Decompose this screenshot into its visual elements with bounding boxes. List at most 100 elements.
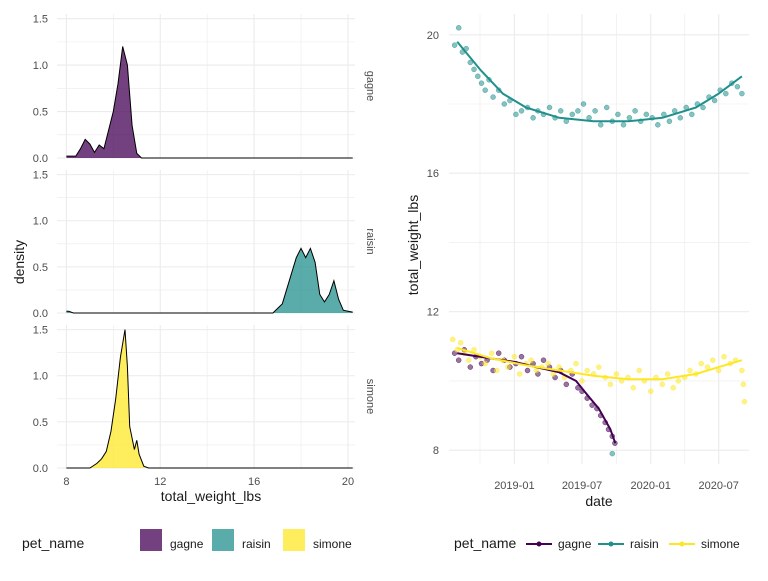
scatter-point-raisin [455, 25, 462, 31]
density-y-tick-label: 0.5 [33, 262, 48, 274]
scatter-point-simone [675, 378, 682, 384]
scatter-point-simone [670, 385, 676, 391]
scatter-point-gagne [495, 350, 502, 356]
scatter-point-raisin [700, 104, 706, 111]
density-outline-simone [66, 329, 353, 469]
legend-dot-raisin [608, 541, 614, 547]
scatter-y-tick-label: 16 [427, 168, 439, 180]
scatter-point-raisin [580, 101, 587, 107]
facet-strip-gagne: gagne [364, 71, 376, 102]
scatter-series-raisin [451, 25, 745, 457]
scatter-point-simone [494, 367, 500, 374]
scatter-point-gagne [589, 402, 595, 408]
scatter-point-simone [516, 371, 523, 377]
scatter-series-gagne [451, 347, 618, 446]
scatter-point-raisin [518, 108, 525, 114]
scatter-x-tick-label: 2020-01 [631, 480, 671, 492]
legend-dot-simone [679, 541, 685, 547]
scatter-point-raisin [490, 94, 496, 100]
density-area-gagne [66, 46, 353, 158]
density-area-simone [66, 329, 353, 468]
scatter-point-simone [533, 367, 540, 374]
scatter-point-simone [613, 371, 620, 377]
legend-text-raisin: raisin [630, 537, 659, 551]
scatter-point-simone [740, 381, 747, 388]
scatter-point-simone [596, 364, 602, 370]
scatter-point-raisin [557, 108, 564, 114]
scatter-point-simone [511, 353, 518, 360]
legend-text-simone: simone [701, 537, 740, 551]
density-x-tick-label: 16 [248, 476, 260, 488]
scatter-point-simone [664, 371, 671, 377]
scatter-point-simone [715, 367, 722, 374]
density-panels: 0.00.51.01.5gagne0.00.51.01.5raisin0.00.… [33, 14, 376, 488]
scatter-point-raisin [615, 111, 621, 118]
scatter-point-simone [488, 350, 495, 356]
scatter-point-raisin [603, 104, 610, 111]
scatter-point-simone [647, 388, 654, 395]
density-outline-raisin [66, 247, 353, 314]
density-y-tick-label: 0.0 [33, 153, 48, 165]
scatter-y-tick-label: 12 [427, 307, 439, 319]
density-legend-title: pet_name [22, 535, 84, 551]
scatter-point-simone [739, 367, 745, 374]
scatter-point-simone [528, 357, 534, 363]
density-area-raisin [66, 248, 353, 313]
scatter-point-simone [449, 336, 456, 343]
density-y-tick-label: 1.0 [33, 216, 48, 228]
scatter-point-simone [636, 367, 642, 374]
scatter-point-raisin [530, 115, 536, 121]
legend-key-simone [283, 529, 305, 551]
scatter-point-simone [698, 360, 704, 367]
density-facet-simone: 0.0 0.5 1.0 1.5 simone [33, 325, 376, 475]
density-x-tick-label: 20 [342, 476, 354, 488]
scatter-point-raisin [592, 108, 598, 114]
scatter-y-tick-label: 8 [433, 445, 439, 457]
density-y-tick-label: 0.0 [33, 463, 48, 475]
density-y-tick-label: 0.5 [33, 107, 48, 119]
scatter-point-simone [505, 364, 511, 370]
scatter-legend: pet_name gagne raisin simone [454, 535, 740, 551]
scatter-point-simone [466, 357, 472, 363]
scatter-point-raisin [620, 122, 627, 128]
scatter-point-gagne [455, 357, 462, 363]
scatter-series-simone [449, 336, 748, 405]
scatter-point-simone [704, 364, 711, 370]
density-x-tick-label: 8 [63, 476, 69, 488]
density-outline-gagne [66, 46, 353, 159]
legend-key-gagne [140, 529, 162, 551]
scatter-point-raisin [689, 111, 695, 118]
scatter-point-simone [607, 381, 614, 388]
scatter-point-simone [545, 360, 551, 367]
legend-label-raisin: raisin [242, 537, 271, 551]
scatter-point-raisin [734, 83, 741, 90]
smooth-line-raisin [456, 41, 743, 123]
scatter-point-raisin [666, 118, 673, 125]
legend-label-gagne: gagne [170, 537, 204, 551]
scatter-y-tick-label: 20 [427, 30, 439, 42]
scatter-point-raisin [569, 111, 576, 118]
scatter-point-raisin [451, 42, 458, 48]
scatter-xlabel: date [585, 493, 612, 509]
scatter-point-simone [710, 357, 716, 363]
scatter-point-raisin [677, 115, 684, 121]
density-y-tick-label: 1.0 [33, 60, 48, 72]
density-xlabel: total_weight_lbs [161, 488, 261, 504]
scatter-point-raisin [711, 97, 718, 104]
density-facet-raisin: 0.0 0.5 1.0 1.5 raisin [33, 170, 376, 320]
scatter-point-raisin [478, 80, 485, 86]
density-x-tick-label: 12 [154, 476, 166, 488]
scatter-x-tick-label: 2019-01 [494, 480, 534, 492]
legend-label-simone: simone [313, 537, 352, 551]
scatter-legend-title: pet_name [454, 535, 516, 551]
density-y-tick-label: 1.0 [33, 371, 48, 383]
density-y-tick-label: 0.0 [33, 308, 48, 320]
scatter-point-simone [556, 364, 562, 370]
scatter-point-raisin [586, 115, 592, 121]
scatter-point-raisin [739, 90, 745, 97]
density-legend: pet_name gagne raisin simone [22, 529, 352, 551]
scatter-point-raisin [626, 115, 633, 121]
density-y-tick-label: 0.5 [33, 417, 48, 429]
